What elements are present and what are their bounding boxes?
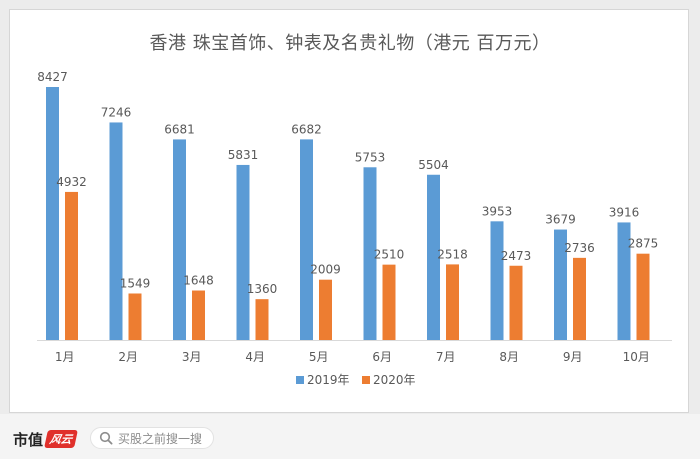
chart-title: 香港 珠宝首饰、钟表及名贵礼物（港元 百万元） (149, 33, 551, 54)
search-placeholder: 买股之前搜一搜 (118, 431, 203, 446)
bar-2020-10 (636, 253, 650, 340)
data-label-2020-2: 1549 (120, 276, 151, 290)
data-label-2020-1: 4932 (56, 175, 87, 189)
data-label-2019-4: 5831 (228, 148, 259, 162)
data-label-2019-10: 3916 (609, 205, 640, 219)
legend-swatch-2019 (296, 376, 304, 384)
x-tick-label: 5月 (309, 350, 329, 364)
bar-2019-10 (617, 222, 631, 340)
legend-swatch-2020 (362, 376, 370, 384)
legend-label-2020: 2020年 (373, 373, 416, 387)
brand-logo[interactable]: 市值 风云 (13, 428, 78, 450)
bar-2020-8 (509, 265, 523, 340)
data-label-2020-7: 2518 (437, 247, 468, 261)
x-tick-label: 3月 (182, 350, 202, 364)
data-label-2019-2: 7246 (101, 105, 132, 119)
data-label-2020-6: 2510 (374, 248, 405, 262)
data-label-2019-9: 3679 (545, 213, 576, 227)
data-label-2020-3: 1648 (183, 274, 214, 288)
data-label-2019-7: 5504 (418, 158, 449, 172)
data-label-2020-10: 2875 (628, 237, 659, 251)
data-label-2020-5: 2009 (310, 263, 341, 277)
bar-2020-1 (65, 191, 78, 340)
brand-name: 市值 (13, 430, 44, 449)
footer-bar: 市值 风云 买股之前搜一搜 (0, 414, 700, 459)
bar-2019-6 (363, 167, 377, 340)
bar-2019-9 (554, 229, 567, 340)
bar-2020-6 (382, 264, 396, 340)
bar-2019-1 (46, 87, 59, 340)
data-label-2020-9: 2736 (564, 241, 595, 255)
bar-2019-5 (300, 139, 313, 340)
data-label-2019-8: 3953 (482, 204, 513, 218)
x-tick-label: 8月 (499, 350, 519, 364)
bar-2020-9 (573, 257, 586, 340)
bar-2019-7 (427, 174, 440, 340)
data-label-2019-1: 8427 (37, 70, 68, 84)
data-label-2019-5: 6682 (291, 122, 322, 136)
chart-card: 香港 珠宝首饰、钟表及名贵礼物（港元 百万元） 8427 4932 1月 7246 15… (9, 9, 689, 413)
bar-2020-5 (319, 279, 332, 340)
brand-seal: 风云 (44, 430, 78, 448)
x-tick-label: 9月 (563, 350, 583, 364)
x-tick-label: 4月 (245, 350, 265, 364)
bar-2020-7 (446, 264, 459, 340)
brand-seal-text: 风云 (48, 433, 74, 446)
data-label-2019-3: 6681 (164, 122, 195, 136)
data-label-2020-8: 2473 (501, 249, 532, 263)
bar-2019-2 (109, 122, 123, 340)
data-label-2019-6: 5753 (355, 150, 386, 164)
data-label-2020-4: 1360 (247, 282, 278, 296)
search-box[interactable]: 买股之前搜一搜 (90, 427, 214, 449)
bar-2020-3 (192, 290, 205, 340)
bar-2020-4 (255, 299, 269, 340)
bar-2019-8 (490, 221, 504, 340)
x-tick-label: 6月 (372, 350, 392, 364)
bar-chart: 8427 4932 1月 7246 1549 2月 6681 1648 3月 5831 1360 4月… (37, 70, 672, 387)
search-icon (99, 431, 113, 445)
bar-2019-3 (173, 139, 186, 340)
x-tick-label: 1月 (55, 350, 75, 364)
bar-2020-2 (128, 293, 142, 340)
x-tick-label: 7月 (436, 350, 456, 364)
legend-label-2019: 2019年 (307, 373, 350, 387)
bar-2019-4 (236, 164, 250, 340)
x-tick-label: 10月 (623, 350, 650, 364)
x-tick-label: 2月 (118, 350, 138, 364)
